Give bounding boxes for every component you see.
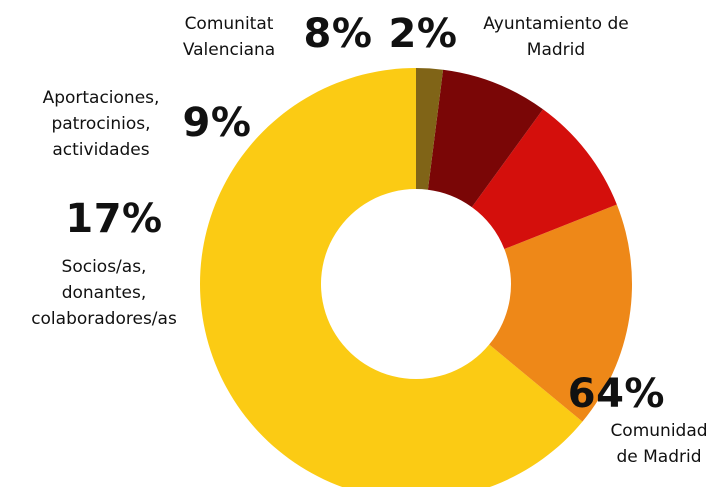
slice-socios [489, 204, 632, 422]
slice-label-socios-line-3: colaboradores/as [31, 309, 177, 329]
slice-value-label-aportaciones: 9% [183, 100, 252, 146]
slice-label-comunidad-madrid-line-1: Comunidad [610, 421, 707, 441]
slice-aportaciones [471, 109, 617, 250]
slice-label-comunidad-madrid-line-2: de Madrid [616, 447, 701, 467]
slice-value-label-comunitat-valenciana: 8% [304, 11, 373, 57]
slice-comunitat-valenciana [427, 69, 543, 208]
slice-label-aportaciones-line-1: Aportaciones, [43, 88, 160, 108]
slices-group [200, 68, 632, 491]
slice-value-label-socios: 17% [65, 196, 162, 242]
slice-label-ayuntamiento-madrid-line-2: Madrid [527, 40, 585, 60]
slice-ayuntamiento-madrid [416, 68, 444, 190]
slice-label-aportaciones-line-2: patrocinios, [51, 114, 150, 134]
slice-label-socios-line-2: donantes, [62, 283, 147, 303]
slice-comunidad-madrid [200, 68, 583, 491]
slice-label-aportaciones-line-3: actividades [52, 140, 149, 160]
slice-value-label-ayuntamiento-madrid: 2% [389, 11, 458, 57]
slice-label-comunitat-valenciana-line-2: Valenciana [183, 40, 275, 60]
slice-label-comunitat-valenciana-line-1: Comunitat [185, 14, 274, 34]
slice-label-ayuntamiento-madrid-line-1: Ayuntamiento de [483, 14, 628, 34]
slice-label-socios-line-1: Socios/as, [62, 257, 147, 277]
slice-value-label-comunidad-madrid: 64% [568, 371, 665, 417]
